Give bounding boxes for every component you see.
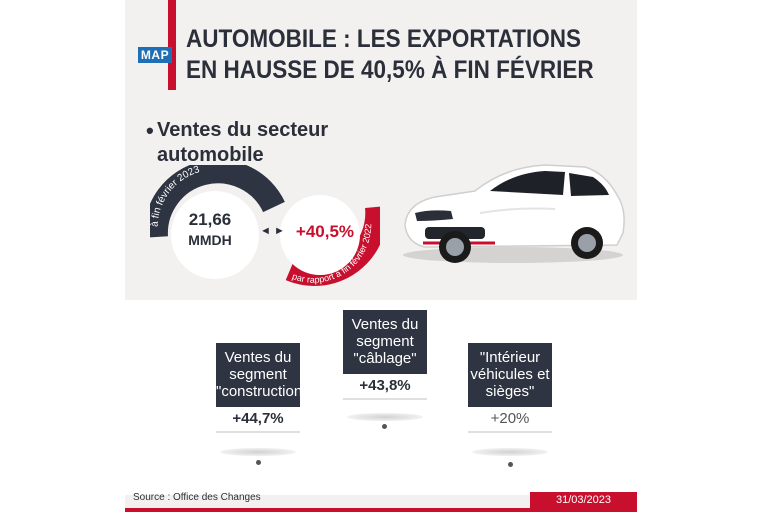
title-line-1: AUTOMOBILE : LES EXPORTATIONS [186,25,582,53]
source-text: Source : Office des Changes [133,492,261,503]
circles-graphic: à fin février 2023 par rapport à fin fév… [150,165,380,286]
car-image [403,164,625,263]
card-construction-label: Ventes du segment "construction" [216,343,308,407]
card-cablage-value: +43,8% [343,374,427,400]
section-title: Ventes du secteur automobile [157,119,329,166]
left-value-number: 21,66 [188,210,232,229]
card-interieur-value: +20% [468,407,552,433]
bullet-dot [382,424,387,429]
map-logo: MAP [138,47,172,63]
left-circle [171,191,259,279]
bullet-dot [256,460,261,465]
card-interieur-label: "Intérieur véhicules et sièges" [468,343,552,407]
card-shadow [347,413,423,421]
card-construction: Ventes du segment "construction" +44,7% [216,343,308,433]
title-line-2: EN HAUSSE DE 40,5% À FIN FÉVRIER [186,56,594,84]
right-value: +40,5% [295,222,355,241]
card-interieur: "Intérieur véhicules et sièges" +20% [468,343,552,433]
right-arc [285,206,380,286]
card-cablage: Ventes du segment "câblage" +43,8% [343,310,427,400]
arrows-icon: ◄ ► [260,225,285,237]
card-label-text: Ventes du segment "construction" [216,349,308,400]
date-badge: 31/03/2023 [530,492,637,512]
footer-line [125,508,637,512]
card-label-text: "Intérieur véhicules et sièges" [470,349,550,400]
card-construction-value: +44,7% [216,407,300,433]
card-shadow [472,448,548,456]
bullet-icon: • [146,118,154,143]
left-arc [150,165,285,238]
page-title: AUTOMOBILE : LES EXPORTATIONS EN HAUSSE … [186,24,594,86]
title-accent-bar [168,0,176,90]
card-cablage-label: Ventes du segment "câblage" [343,310,427,374]
right-circle [280,195,360,275]
card-shadow [220,448,296,456]
left-value-unit: MMDH [188,232,232,248]
bullet-dot [508,462,513,467]
card-label-text: Ventes du segment "câblage" [351,316,419,367]
left-value: 21,66 MMDH [180,210,240,250]
